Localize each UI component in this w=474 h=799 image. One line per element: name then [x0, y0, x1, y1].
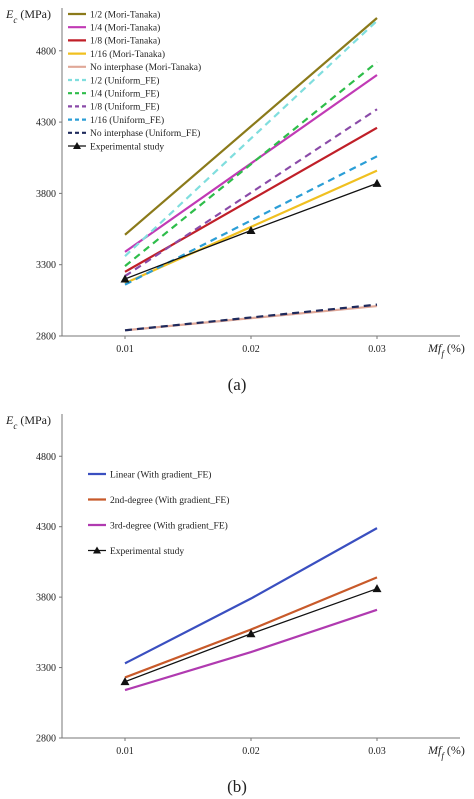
y-axis-label: Ec (MPa): [5, 413, 51, 431]
y-tick-label: 3800: [36, 189, 56, 200]
series-line-3rd-degree-with-gradient-fe: [124, 608, 378, 692]
legend-marker: [93, 546, 101, 554]
x-tick-label: 0.02: [242, 344, 260, 355]
y-tick-label: 2800: [36, 332, 56, 343]
data-point-experimental-study: [120, 677, 130, 686]
panel-label: (b): [227, 777, 247, 796]
data-point-experimental-study: [246, 225, 256, 234]
y-tick-label: 4800: [36, 452, 56, 463]
legend-entry: Experimental study: [90, 142, 164, 152]
legend-entry: No interphase (Mori-Tanaka): [90, 62, 201, 73]
legend-entry: Experimental study: [110, 547, 184, 557]
legend-entry: No interphase (Uniform_FE): [90, 128, 200, 139]
x-tick-label: 0.02: [242, 746, 260, 757]
series-line-linear-with-gradient-fe: [124, 527, 378, 665]
chart-panel-a: 2800 3300 3800 4300 4800 0.01 0.02 0.03 Ec (MPa)…: [5, 7, 465, 394]
data-point-experimental-study: [372, 584, 382, 593]
legend-entry: 1/8 (Uniform_FE): [90, 102, 159, 113]
series-line-1-2-uniform-fe: [124, 20, 378, 257]
series-line-1-4-uniform-fe: [124, 61, 378, 267]
chart-panel-b: 2800 3300 3800 4300 4800 0.01 0.02 0.03 Ec (MPa)…: [5, 413, 465, 796]
legend-entry: 1/2 (Mori-Tanaka): [90, 9, 160, 20]
legend-entry: 1/4 (Uniform_FE): [90, 89, 159, 100]
data-point-experimental-study: [120, 274, 130, 283]
y-tick-label: 4300: [36, 522, 56, 533]
series-line-1-8-uniform-fe: [124, 108, 378, 278]
legend-entry: 2nd-degree (With gradient_FE): [110, 495, 229, 506]
y-tick-label: 4800: [36, 46, 56, 57]
legend-entry: 1/4 (Mori-Tanaka): [90, 23, 160, 34]
x-tick-label: 0.03: [368, 344, 386, 355]
legend-entry: 1/2 (Uniform_FE): [90, 75, 159, 86]
data-point-experimental-study: [246, 629, 256, 638]
y-tick-label: 2800: [36, 734, 56, 745]
legend: Linear (With gradient_FE) 2nd-degree (Wit…: [88, 469, 229, 557]
legend-entry: 3rd-degree (With gradient_FE): [110, 520, 228, 531]
legend-entry: Linear (With gradient_FE): [110, 469, 211, 480]
legend-entry: 1/16 (Uniform_FE): [90, 115, 164, 126]
y-tick-label: 4300: [36, 118, 56, 129]
legend-entry: 1/16 (Mori-Tanaka): [90, 49, 165, 60]
legend: 1/2 (Mori-Tanaka) 1/4 (Mori-Tanaka) 1/8 (M…: [68, 9, 201, 152]
y-tick-label: 3300: [36, 663, 56, 674]
panel-label: (a): [228, 375, 247, 394]
series-line-2nd-degree-with-gradient-fe: [124, 576, 378, 679]
y-tick-label: 3300: [36, 260, 56, 271]
data-point-experimental-study: [372, 178, 382, 187]
series-line-1-2-mori-tanaka: [124, 17, 378, 236]
legend-entry: 1/8 (Mori-Tanaka): [90, 36, 160, 47]
x-tick-label: 0.01: [116, 746, 134, 757]
x-axis-label: Mff (%): [427, 341, 465, 359]
x-tick-label: 0.01: [116, 344, 134, 355]
y-tick-label: 3800: [36, 593, 56, 604]
x-axis-label: Mff (%): [427, 743, 465, 761]
x-tick-label: 0.03: [368, 746, 386, 757]
series-line-no-interphase-uniform-fe: [124, 303, 378, 332]
y-axis-label: Ec (MPa): [5, 7, 51, 25]
legend-marker: [73, 142, 81, 149]
